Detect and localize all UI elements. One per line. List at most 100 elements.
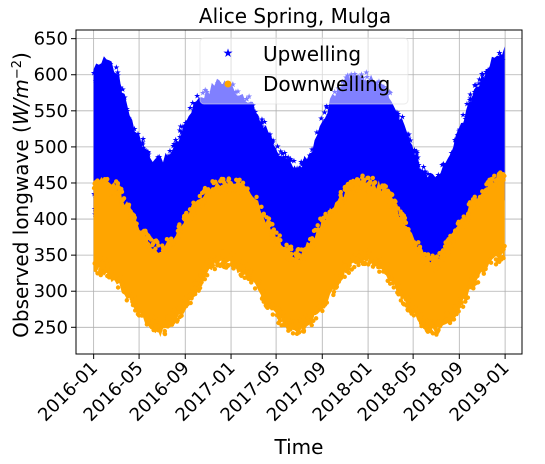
data-point <box>482 263 487 269</box>
data-point <box>485 187 490 192</box>
data-point <box>322 222 328 228</box>
data-point <box>317 298 322 304</box>
data-point <box>278 310 283 315</box>
data-point <box>184 224 189 230</box>
data-point <box>160 252 165 257</box>
data-point: ★ <box>249 112 256 121</box>
data-point <box>118 187 123 192</box>
data-point <box>409 242 414 248</box>
data-point <box>413 247 418 253</box>
data-point <box>481 271 487 276</box>
data-point: ★ <box>307 160 314 169</box>
data-point: ★ <box>383 103 390 112</box>
data-point: ★ <box>472 80 479 89</box>
data-point: ★ <box>279 149 286 158</box>
data-point: ★ <box>98 68 105 77</box>
data-point: ★ <box>193 107 200 116</box>
data-point: ★ <box>137 147 144 156</box>
y-tick-label: 300 <box>34 281 68 302</box>
data-point: ★ <box>172 135 179 144</box>
data-point: ★ <box>440 159 447 168</box>
data-point: ★ <box>108 68 115 77</box>
data-point: ★ <box>277 147 284 156</box>
data-point <box>466 215 472 221</box>
data-point: ★ <box>262 142 269 151</box>
data-point <box>377 269 382 274</box>
data-point: ★ <box>329 113 336 122</box>
data-point <box>232 187 237 193</box>
data-point <box>264 297 270 303</box>
data-point: ★ <box>407 136 414 145</box>
data-point: ★ <box>482 75 489 84</box>
data-point: ★ <box>93 70 100 79</box>
data-point <box>248 270 253 275</box>
data-point <box>113 179 119 184</box>
data-point <box>224 252 230 258</box>
data-point: ★ <box>251 121 258 130</box>
data-point <box>207 192 213 197</box>
data-point <box>198 200 204 205</box>
data-point <box>318 294 324 300</box>
data-point: ★ <box>480 90 487 99</box>
data-point <box>161 319 167 325</box>
data-point <box>218 179 223 184</box>
data-point <box>356 262 361 268</box>
data-point: ★ <box>308 153 315 162</box>
data-point <box>408 235 413 241</box>
data-point: ★ <box>323 125 330 134</box>
data-point: ★ <box>438 176 445 185</box>
data-point: ★ <box>248 106 255 115</box>
data-point: ★ <box>100 71 107 80</box>
data-point <box>330 216 335 221</box>
data-point <box>473 197 478 203</box>
data-point <box>336 270 341 275</box>
legend-circle-glyph <box>224 80 232 88</box>
data-point: ★ <box>439 160 446 169</box>
data-point: ★ <box>313 128 320 137</box>
data-point: ★ <box>103 63 110 72</box>
data-point: ★ <box>497 51 504 60</box>
data-point: ★ <box>273 160 280 169</box>
data-point: ★ <box>99 79 106 88</box>
legend-label-downwelling: Downwelling <box>263 72 390 96</box>
data-point <box>224 265 229 270</box>
data-point <box>437 319 442 324</box>
data-point <box>256 279 262 284</box>
data-point: ★ <box>443 162 450 171</box>
data-point <box>259 204 264 210</box>
data-point <box>232 183 238 189</box>
data-point <box>385 188 390 194</box>
data-point <box>210 179 215 184</box>
data-point <box>240 271 245 276</box>
data-point: ★ <box>98 67 105 76</box>
data-point <box>400 223 406 228</box>
data-point <box>260 295 265 300</box>
data-point <box>333 210 338 215</box>
data-point: ★ <box>317 127 324 136</box>
data-point: ★ <box>454 135 461 144</box>
data-point: ★ <box>92 76 99 85</box>
data-point <box>365 175 370 181</box>
data-point <box>156 243 161 248</box>
data-point <box>150 252 155 258</box>
data-point <box>303 312 308 318</box>
data-point: ★ <box>150 168 157 177</box>
data-point <box>183 303 189 309</box>
data-point <box>422 251 428 257</box>
data-point: ★ <box>421 183 428 192</box>
data-point <box>477 194 483 200</box>
data-point <box>285 316 290 321</box>
data-point <box>99 261 105 266</box>
data-point: ★ <box>121 105 128 114</box>
data-point <box>118 273 123 278</box>
data-point <box>227 191 232 196</box>
data-point: ★ <box>419 167 426 176</box>
data-point: ★ <box>397 117 404 126</box>
data-point <box>327 209 332 215</box>
data-point <box>296 259 302 265</box>
data-point: ★ <box>169 154 176 163</box>
data-point <box>220 184 225 190</box>
data-point: ★ <box>252 112 259 121</box>
data-point <box>270 301 275 307</box>
